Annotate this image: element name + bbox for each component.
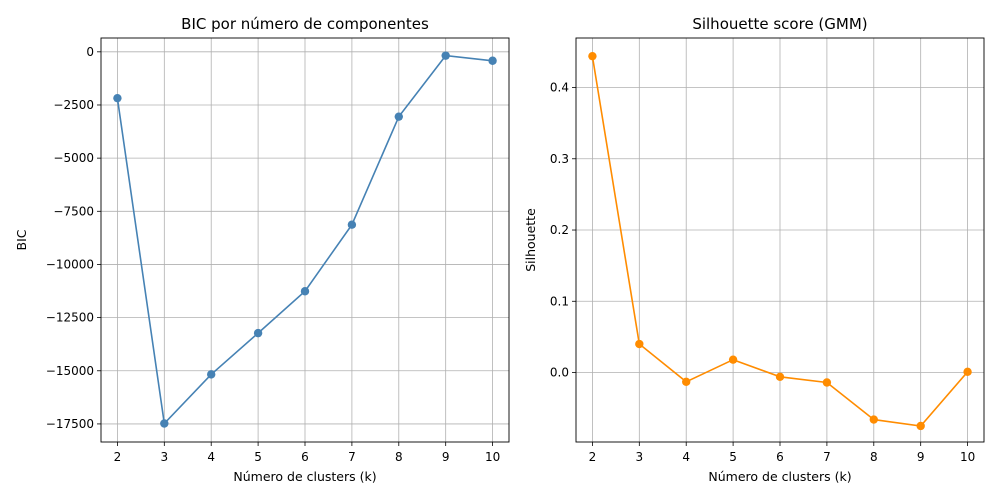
x-tick-label: 6 xyxy=(776,450,784,464)
y-tick-label: 0.3 xyxy=(550,152,569,166)
data-point xyxy=(635,339,644,349)
axes-frame xyxy=(100,37,510,443)
x-tick-label: 6 xyxy=(301,450,309,464)
data-point xyxy=(300,287,310,296)
data-point xyxy=(394,112,403,121)
data-point xyxy=(253,328,263,338)
y-tick-label: −17500 xyxy=(46,417,94,431)
x-tick-label: 7 xyxy=(823,450,831,464)
x-tick-label: 2 xyxy=(114,450,122,464)
data-point xyxy=(916,421,925,431)
x-tick-label: 9 xyxy=(442,450,450,464)
data-point xyxy=(822,378,832,387)
chart-1: 2 3 4 5 6 7 8 9 10 0 −2500 −5000 −7500 −10000 −12500 −1… xyxy=(14,15,510,484)
x-axis-label: Número de clusters (k) xyxy=(233,469,376,484)
y-tick-label: 0.2 xyxy=(550,223,569,237)
x-tick-label: 10 xyxy=(485,450,500,464)
x-tick-label: 5 xyxy=(254,450,262,464)
y-tick-label: −7500 xyxy=(53,204,94,218)
y-tick-label: −5000 xyxy=(53,151,94,165)
x-tick-label: 4 xyxy=(207,450,215,464)
x-tick-label: 7 xyxy=(348,450,356,464)
y-tick-label: −10000 xyxy=(46,257,94,271)
y-tick-label: 0.1 xyxy=(550,294,569,308)
data-point xyxy=(682,377,691,386)
y-tick-label: 0 xyxy=(86,45,94,59)
data-point xyxy=(160,419,169,428)
chart-title: BIC por número de componentes xyxy=(181,15,429,33)
chart-2: 2 3 4 5 6 7 8 9 10 0.4 0.3 0.2 0.1 0.0 Silhouette scor… xyxy=(523,15,985,484)
data-point xyxy=(588,51,597,61)
x-axis-label: Número de clusters (k) xyxy=(708,469,851,484)
data-point xyxy=(963,367,972,377)
x-tick-label: 4 xyxy=(682,450,690,464)
data-point xyxy=(775,372,785,382)
data-point xyxy=(488,56,497,65)
data-point xyxy=(728,355,738,364)
x-tick-label: 10 xyxy=(960,450,975,464)
x-tick-label: 2 xyxy=(589,450,597,464)
y-axis-label: Silhouette xyxy=(523,208,538,272)
y-tick-label: −12500 xyxy=(46,311,94,325)
y-tick-label: −2500 xyxy=(53,98,94,112)
x-tick-label: 9 xyxy=(917,450,925,464)
y-axis-label: BIC xyxy=(14,229,29,250)
data-point xyxy=(113,93,122,103)
x-tick-label: 8 xyxy=(395,450,403,464)
x-tick-label: 5 xyxy=(729,450,737,464)
y-tick-label: −15000 xyxy=(46,364,94,378)
axes-frame xyxy=(575,37,985,443)
x-tick-label: 3 xyxy=(160,450,168,464)
y-tick-label: 0.4 xyxy=(550,81,569,95)
data-point xyxy=(347,220,357,229)
x-tick-label: 3 xyxy=(635,450,643,464)
y-tick-label: 0.0 xyxy=(550,366,569,380)
data-point xyxy=(441,51,450,60)
data-point xyxy=(869,415,878,424)
x-tick-label: 8 xyxy=(870,450,878,464)
chart-title: Silhouette score (GMM) xyxy=(692,15,867,33)
data-point xyxy=(207,370,216,379)
